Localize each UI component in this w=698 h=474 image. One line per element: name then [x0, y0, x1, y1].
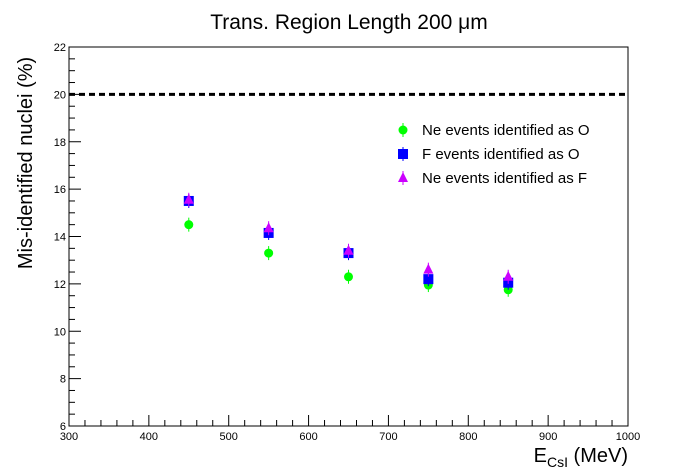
y-tick-label: 14	[54, 232, 66, 244]
legend-label: Ne events identified as O	[422, 122, 590, 139]
data-point-triangle	[343, 244, 354, 255]
x-tick-label: 500	[220, 431, 238, 443]
y-tick-label: 16	[54, 184, 66, 196]
data-point-square	[423, 274, 434, 285]
y-tick-label: 10	[54, 326, 66, 338]
data-point-circle	[344, 272, 353, 282]
legend-label: Ne events identified as F	[422, 170, 587, 187]
legend-marker-square	[398, 149, 408, 159]
data-point-triangle	[263, 222, 274, 233]
y-tick-label: 8	[60, 374, 66, 386]
y-tick-label: 20	[54, 89, 66, 101]
legend: Ne events identified as O F events identi…	[398, 122, 590, 187]
y-tick-label: 12	[54, 279, 66, 291]
chart-title: Trans. Region Length 200 μm	[210, 11, 487, 34]
x-tick-label: 800	[459, 431, 477, 443]
y-tick-label: 18	[54, 137, 66, 149]
data-point-triangle	[503, 270, 514, 281]
x-tick-label: 600	[299, 431, 317, 443]
x-axis-title-subscript: CsI	[547, 454, 568, 470]
x-axis: 300 400 500 600 700 800 900 1000	[60, 415, 640, 443]
series-triangle	[183, 192, 514, 284]
x-tick-label: 300	[60, 431, 78, 443]
y-axis-title: Mis-identified nuclei (%)	[15, 57, 37, 269]
x-tick-label: 900	[539, 431, 557, 443]
x-axis-title-unit: (MeV)	[568, 445, 628, 467]
legend-label: F events identified as O	[422, 146, 580, 163]
data-points	[183, 192, 514, 297]
data-point-circle	[184, 220, 194, 230]
legend-marker-triangle	[398, 172, 408, 182]
data-point-triangle	[183, 193, 194, 204]
y-tick-label: 22	[54, 42, 66, 54]
legend-item: Ne events identified as O	[398, 122, 590, 139]
x-axis-title-main: E	[534, 445, 547, 467]
y-axis: 6 8 10 12 14 16 18 20 22	[54, 42, 81, 433]
legend-item: F events identified as O	[398, 146, 580, 163]
x-axis-title: ECsI (MeV)	[534, 445, 628, 470]
legend-marker-circle	[398, 125, 408, 135]
x-tick-label: 700	[379, 431, 397, 443]
legend-item: Ne events identified as F	[398, 170, 587, 187]
y-tick-label: 6	[60, 421, 66, 433]
x-tick-label: 400	[140, 431, 158, 443]
data-point-circle	[264, 248, 274, 258]
data-point-triangle	[423, 263, 434, 274]
x-tick-label: 1000	[616, 431, 640, 443]
